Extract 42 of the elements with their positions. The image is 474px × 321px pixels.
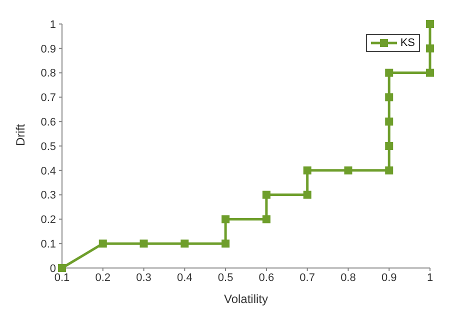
x-tick-label: 1 xyxy=(426,272,434,284)
y-tick-label: 0.7 xyxy=(40,92,56,104)
y-tick-label: 0.1 xyxy=(40,238,56,251)
x-tick-label: 0.8 xyxy=(340,272,356,284)
legend-label: KS xyxy=(400,36,415,50)
x-tick-label: 0.9 xyxy=(381,272,397,284)
y-tick-label: 0.8 xyxy=(40,68,56,80)
point xyxy=(385,118,394,126)
point xyxy=(385,142,394,150)
x-tick-label: 0.3 xyxy=(136,272,152,284)
point xyxy=(426,20,434,28)
point xyxy=(180,240,189,248)
x-axis-title: Volatility xyxy=(224,292,268,306)
x-tick-label: 0.2 xyxy=(95,272,111,284)
point xyxy=(385,93,394,102)
y-tick-label: 1 xyxy=(50,18,56,31)
point xyxy=(98,240,107,248)
point xyxy=(303,166,312,174)
x-tick-label: 0.6 xyxy=(258,272,274,284)
point xyxy=(385,166,394,174)
y-tick-label: 0.6 xyxy=(40,116,56,129)
point xyxy=(426,68,434,77)
point xyxy=(303,190,312,199)
point xyxy=(140,240,148,248)
y-tick-label: 0.9 xyxy=(40,43,56,56)
x-tick-label: 0.5 xyxy=(218,272,234,284)
x-tick-label: 0.7 xyxy=(300,272,315,284)
y-tick-label: 0.4 xyxy=(40,165,56,178)
point xyxy=(222,215,230,224)
point xyxy=(385,68,394,77)
point xyxy=(344,166,352,174)
y-tick-label: 0.3 xyxy=(40,190,56,202)
point xyxy=(262,190,270,199)
point xyxy=(58,264,66,272)
y-tick-label: 0 xyxy=(50,262,56,275)
x-tick-label: 0.4 xyxy=(177,272,192,284)
point xyxy=(262,215,270,224)
y-tick-label: 0.2 xyxy=(40,214,56,226)
point xyxy=(426,44,434,52)
y-axis-title: Drift xyxy=(13,123,28,146)
y-tick-label: 0.5 xyxy=(40,140,56,153)
point xyxy=(222,240,230,248)
